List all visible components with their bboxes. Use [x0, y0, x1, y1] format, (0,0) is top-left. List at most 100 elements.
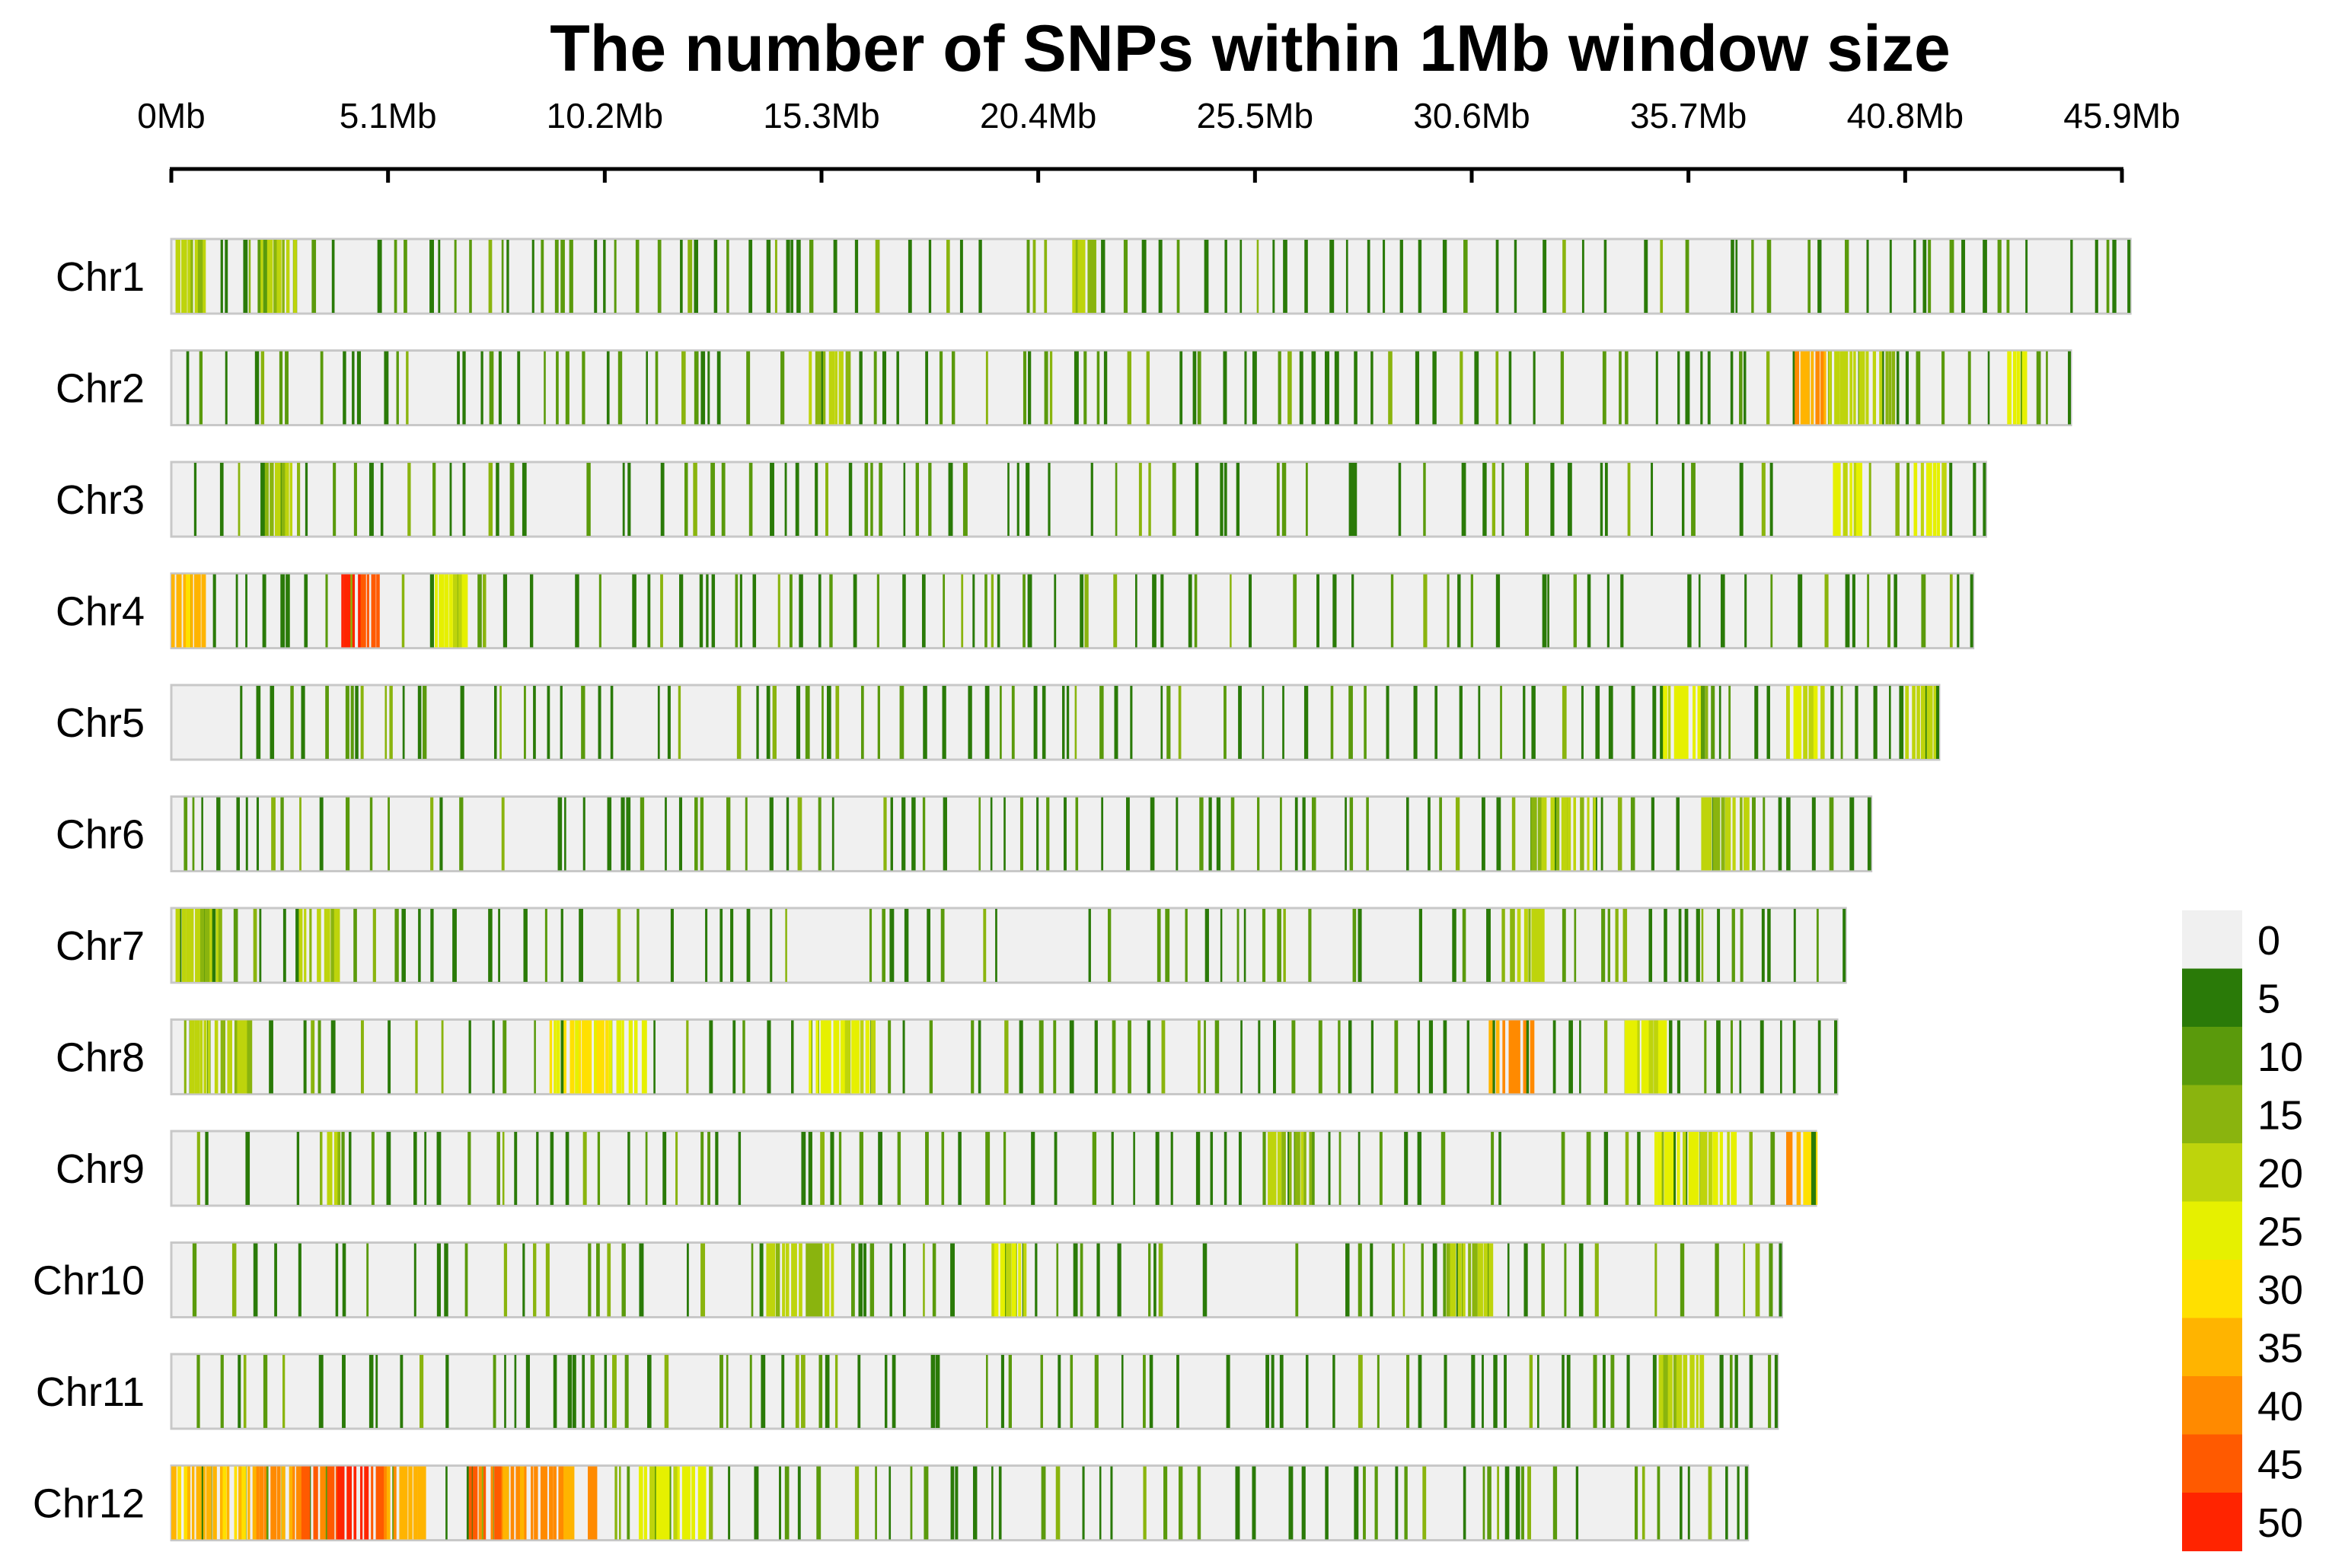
snp-bin-hotspot: [1693, 686, 1696, 759]
snp-bin: [1244, 351, 1247, 425]
snp-bin: [575, 574, 579, 648]
snp-bin: [238, 463, 241, 536]
snp-bin: [1178, 686, 1182, 759]
snp-bin: [1224, 240, 1227, 313]
snp-bin: [851, 1243, 855, 1317]
snp-bin-hotspot: [588, 1466, 593, 1540]
snp-bin: [1000, 686, 1002, 759]
snp-bin: [1019, 1020, 1023, 1094]
snp-bin-hotspot: [1567, 797, 1571, 871]
x-tick-label: 5.1Mb: [340, 96, 437, 135]
snp-bin-hotspot: [1450, 1243, 1456, 1317]
snp-bin: [889, 909, 895, 982]
snp-bin: [498, 351, 502, 425]
snp-bin: [1767, 909, 1771, 982]
snp-bin: [1715, 1243, 1719, 1317]
snp-bin: [256, 797, 260, 871]
snp-bin-hotspot: [1531, 909, 1537, 982]
snp-bin: [1003, 797, 1006, 871]
snp-bin-hotspot: [1740, 797, 1743, 871]
chromosome-label: Chr4: [56, 589, 145, 635]
snp-bin: [1593, 1355, 1597, 1428]
snp-bin-hotspot: [293, 240, 297, 313]
snp-bin: [492, 1020, 495, 1094]
snp-bin: [860, 686, 864, 759]
snp-bin: [1422, 1466, 1427, 1540]
snp-bin: [1769, 463, 1773, 536]
snp-bin: [1194, 574, 1198, 648]
snp-bin: [745, 797, 748, 871]
snp-bin: [1197, 351, 1201, 425]
snp-bin-hotspot: [273, 240, 277, 313]
snp-bin: [1044, 240, 1048, 313]
snp-bin-hotspot: [769, 1243, 776, 1317]
snp-bin-hotspot: [363, 574, 366, 648]
snp-bin: [1418, 909, 1423, 982]
snp-bin-hotspot: [1844, 351, 1849, 425]
chromosome-bar: [170, 1130, 1817, 1207]
snp-bin: [260, 351, 265, 425]
snp-bin: [493, 686, 497, 759]
snp-bin: [903, 463, 906, 536]
snp-bin: [1035, 1243, 1038, 1317]
snp-bin-hotspot: [207, 1020, 211, 1094]
snp-bin: [394, 240, 397, 313]
snp-bin-hotspot: [222, 1466, 227, 1540]
snp-bin-hotspot: [1786, 1132, 1791, 1205]
snp-bin: [1811, 797, 1816, 871]
snp-bin: [1026, 240, 1030, 313]
snp-bin: [746, 351, 751, 425]
snp-bin: [805, 686, 810, 759]
snp-bin: [863, 1243, 866, 1317]
snp-bin: [1230, 574, 1232, 648]
snp-bin: [469, 240, 472, 313]
snp-bin-hotspot: [1457, 1243, 1462, 1317]
snp-bin: [1497, 1466, 1499, 1540]
snp-bin: [1705, 686, 1708, 759]
snp-bin: [1070, 1355, 1074, 1428]
snp-bin-hotspot: [854, 1020, 860, 1094]
snp-bin: [1080, 574, 1084, 648]
snp-bin: [1080, 1243, 1083, 1317]
snp-bin-hotspot: [815, 351, 822, 425]
chromosome-end: [1774, 1355, 1778, 1428]
snp-bin: [1511, 797, 1516, 871]
snp-bin: [710, 463, 716, 536]
snp-bin-hotspot: [1488, 1243, 1494, 1317]
snp-bin: [1562, 909, 1566, 982]
snp-bin: [553, 1355, 557, 1428]
snp-bin-hotspot: [815, 1020, 819, 1094]
snp-bin: [1575, 1466, 1579, 1540]
snp-bin: [1127, 351, 1131, 425]
chromosome-track-chr2: Chr2: [56, 349, 2072, 426]
snp-bin: [962, 463, 968, 536]
snp-bin: [951, 351, 956, 425]
snp-bin-hotspot: [1790, 1132, 1793, 1205]
snp-bin-hotspot: [1700, 1132, 1706, 1205]
snp-bin-hotspot: [252, 1466, 257, 1540]
snp-bin: [1754, 686, 1759, 759]
snp-bin: [1961, 240, 1966, 313]
snp-bin: [1283, 909, 1286, 982]
snp-bin: [1150, 797, 1155, 871]
snp-bin-hotspot: [1541, 909, 1545, 982]
snp-bin: [523, 909, 528, 982]
snp-bin: [1452, 909, 1456, 982]
snp-bin: [298, 1243, 301, 1317]
snp-bin: [325, 686, 329, 759]
snp-bin: [997, 574, 1000, 648]
snp-bin-hotspot: [1712, 797, 1719, 871]
snp-bin: [501, 240, 504, 313]
x-tick-label: 25.5Mb: [1197, 96, 1313, 135]
snp-bin: [1603, 1355, 1606, 1428]
snp-bin: [1038, 1020, 1044, 1094]
snp-bin-hotspot: [304, 909, 307, 982]
snp-bin: [774, 240, 777, 313]
legend-label: 5: [2257, 977, 2280, 1022]
snp-bin: [1447, 574, 1450, 648]
snp-bin: [928, 240, 932, 313]
snp-bin-hotspot: [556, 1020, 560, 1094]
snp-bin: [679, 574, 684, 648]
chromosome-track-chr12: Chr12: [33, 1464, 1750, 1541]
snp-bin-hotspot: [263, 1466, 266, 1540]
